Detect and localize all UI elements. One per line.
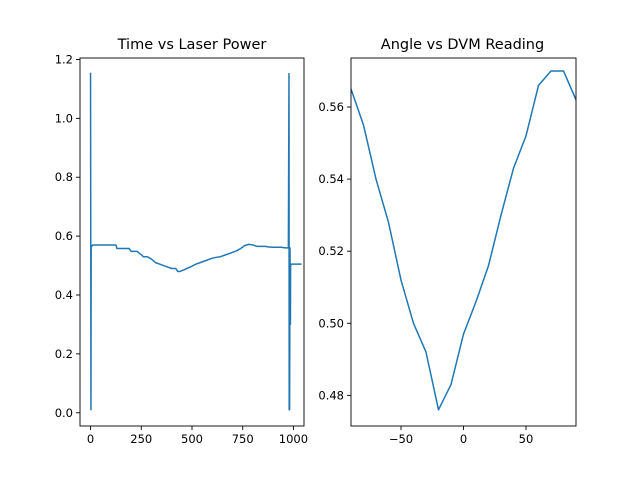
chart-title: Angle vs DVM Reading (381, 37, 544, 53)
x-tick-label: −50 (389, 432, 413, 446)
y-tick-label: 0.52 (318, 244, 344, 258)
y-tick-label: 0.54 (318, 172, 344, 186)
y-tick-label: 0.0 (55, 406, 73, 420)
axes-frame (79, 57, 305, 427)
x-tick-label: 750 (232, 432, 254, 446)
y-tick-label: 0.50 (318, 316, 344, 330)
y-tick-label: 0.2 (55, 347, 73, 361)
x-tick-label: 50 (519, 432, 534, 446)
y-tick-label: 1.2 (55, 52, 73, 66)
plot-area: 0 250 500 750 1000 0.0 0.2 0.4 0.6 0.8 1.0 1.2 (55, 52, 308, 446)
x-tick-label: 500 (181, 432, 203, 446)
y-tick-label: 0.48 (318, 388, 344, 402)
y-tick-label: 0.56 (318, 100, 344, 114)
y-tick-label: 0.4 (55, 288, 73, 302)
axes-frame (350, 57, 577, 427)
x-tick-label: 0 (460, 432, 467, 446)
plot-area: −50 0 50 0.48 0.50 0.52 0.54 0.56 (318, 70, 576, 446)
subplot-angle-vs-dvm-reading: Angle vs DVM Reading −50 0 50 0.48 0.50 0.52 0… (318, 37, 577, 446)
series-line (89, 72, 302, 411)
x-tick-label: 1000 (279, 432, 308, 446)
y-tick-label: 1.0 (55, 111, 73, 125)
chart-title: Time vs Laser Power (117, 37, 267, 53)
y-tick-label: 0.8 (55, 170, 73, 184)
subplot-time-vs-laser-power: Time vs Laser Power 0 250 500 750 1000 0.0 0.2… (55, 37, 308, 446)
x-tick-label: 250 (130, 432, 152, 446)
series-line (351, 70, 576, 411)
x-tick-label: 0 (87, 432, 94, 446)
y-tick-label: 0.6 (55, 229, 73, 243)
